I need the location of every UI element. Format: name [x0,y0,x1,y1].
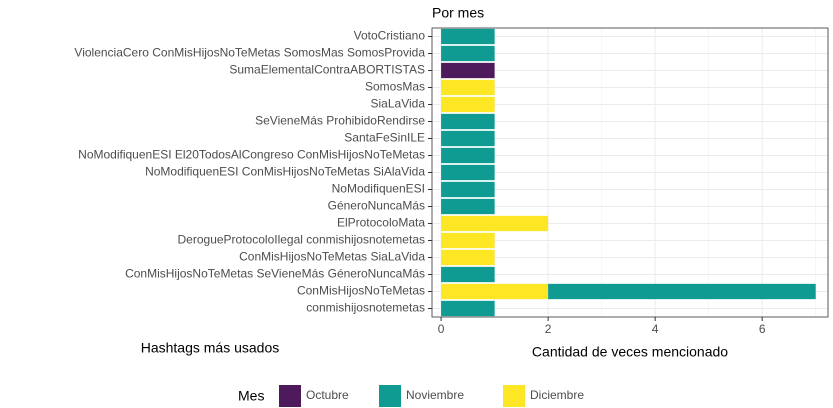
y-tick-label: VotoCristiano [354,29,426,43]
chart-title: Por mes [432,5,484,21]
bar [441,147,495,164]
legend-title: Mes [238,388,264,404]
x-tick-label: 2 [545,322,552,336]
bar [441,249,495,266]
y-tick-label: conmishijosnotemetas [306,301,425,315]
y-tick-label: ConMisHijosNoTeMetas SeVieneMás GéneroNu… [125,267,425,281]
y-tick-label: SeVieneMás ProhibidoRendirse [255,114,425,128]
y-tick-label: ConMisHijosNoTeMetas [297,284,425,298]
y-tick-label: ConMisHijosNoTeMetas SiaLaVida [239,250,425,264]
y-tick-label: DerogueProtocoloIlegal conmishijosnoteme… [178,233,425,247]
x-tick-label: 6 [759,322,766,336]
x-tick-label: 0 [438,322,445,336]
bar [441,62,495,79]
bar [441,113,495,130]
legend-label: Octubre [306,388,349,402]
bar [441,28,495,45]
legend-swatch [279,385,301,407]
y-tick-label: SumaElementalContraABORTISTAS [229,63,425,77]
bar [441,45,495,62]
panel-border [431,27,829,318]
legend-swatch [503,385,525,407]
y-tick-label: NoModifiquenESI [332,182,425,196]
legend-label: Noviembre [406,388,464,402]
y-tick-label: SantaFeSinILE [344,131,425,145]
bar [441,130,495,147]
bar [441,96,495,113]
x-tick-label: 4 [652,322,659,336]
bar [441,300,495,317]
bar [441,283,549,300]
y-tick-label: NoModifiquenESI El20TodosAlCongreso ConM… [78,148,425,162]
y-tick-label: SomosMas [365,80,425,94]
bar [441,79,495,96]
y-tick-label: GéneroNuncaMás [328,199,425,213]
y-tick-label: NoModifiquenESI ConMisHijosNoTeMetas SiA… [145,165,425,179]
bar [441,198,495,215]
x-axis-label: Cantidad de veces mencionado [532,344,728,360]
bar [548,283,816,300]
y-tick-label: ViolenciaCero ConMisHijosNoTeMetas Somos… [74,46,425,60]
bar [441,232,495,249]
y-tick-label: ElProtocoloMata [337,216,425,230]
y-tick-label: SiaLaVida [371,97,426,111]
bar [441,266,495,283]
bar [441,164,495,181]
legend-label: Diciembre [530,388,584,402]
legend-swatch [379,385,401,407]
bar [441,215,549,232]
y-axis-label: Hashtags más usados [141,340,280,356]
bar [441,181,495,198]
